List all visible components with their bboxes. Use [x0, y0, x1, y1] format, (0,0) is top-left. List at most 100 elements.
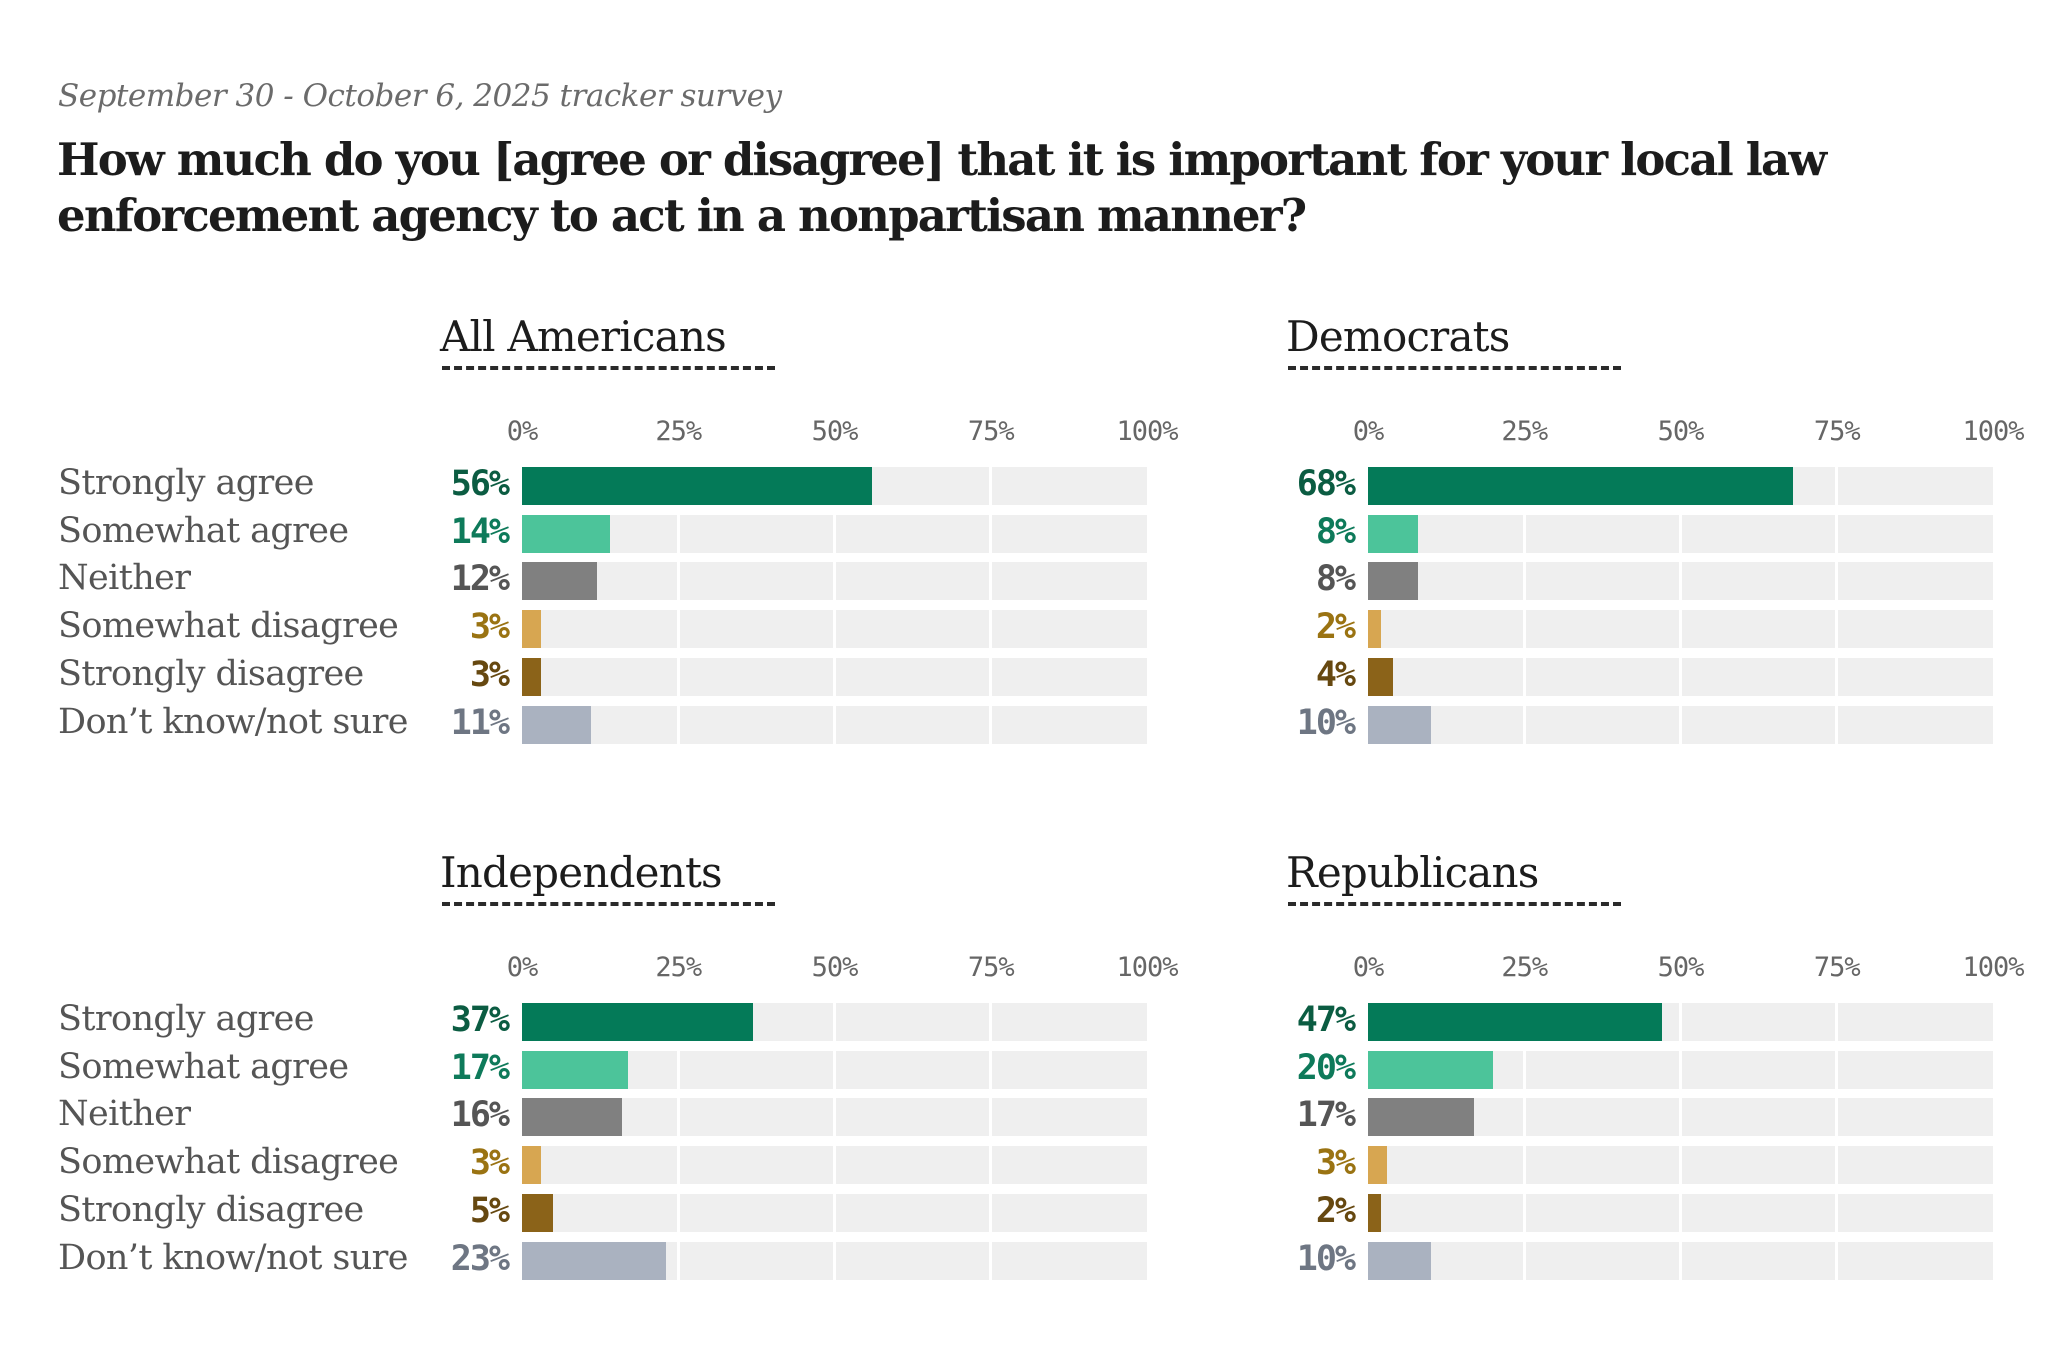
- gridline: [989, 1098, 993, 1137]
- bar: [522, 657, 541, 696]
- data-label: 16%: [450, 1095, 510, 1136]
- gridline: [1522, 610, 1526, 649]
- gridline: [833, 1050, 836, 1089]
- gridline: [1679, 514, 1682, 553]
- bar: [522, 467, 872, 505]
- bar: [522, 1146, 541, 1185]
- panel-democrats: Democrats 0% 25% 50% 75% 100% 68% 8% 8% 2% 4% 10%: [904, 312, 2025, 812]
- gridline: [989, 1050, 993, 1089]
- gridline: [833, 514, 836, 553]
- gridline: [833, 1193, 836, 1232]
- category-label: Somewhat disagree: [58, 606, 399, 647]
- x-tick-label: 0%: [1352, 952, 1385, 983]
- bar: [1368, 1193, 1381, 1232]
- data-label: 3%: [469, 607, 510, 648]
- x-tick-label: 50%: [811, 416, 859, 447]
- x-tick-label: 50%: [1657, 952, 1705, 983]
- gridline: [1522, 1098, 1526, 1137]
- gridline: [1679, 1193, 1682, 1232]
- bar: [1368, 467, 1793, 505]
- gridline: [833, 705, 836, 744]
- data-label: 5%: [469, 1190, 510, 1231]
- bar: [522, 1098, 622, 1137]
- category-label: Don’t know/not sure: [58, 701, 409, 742]
- bar: [1368, 1241, 1431, 1280]
- panel-all-americans: All Americans 0% 25% 50% 75% 100% Strongly agr…: [58, 312, 1179, 812]
- category-label: Strongly disagree: [58, 1189, 364, 1230]
- x-tick-label: 25%: [655, 952, 702, 983]
- gridline: [1835, 467, 1839, 505]
- data-label: 10%: [1296, 702, 1356, 743]
- gridline: [989, 467, 993, 505]
- gridline: [1835, 562, 1839, 601]
- data-label: 37%: [450, 1000, 510, 1040]
- bar: [1368, 514, 1418, 553]
- gridline: [676, 1050, 680, 1089]
- gridline: [1679, 657, 1682, 696]
- data-label: 2%: [1315, 1190, 1356, 1231]
- panel-title-dashed-underline: [1288, 902, 1621, 906]
- gridline: [1679, 562, 1682, 601]
- gridline: [1835, 610, 1839, 649]
- x-tick-label: 75%: [967, 952, 1015, 983]
- gridline: [989, 1003, 993, 1041]
- gridline: [1835, 514, 1839, 553]
- x-tick-label: 25%: [1501, 416, 1548, 447]
- category-label: Strongly agree: [58, 999, 315, 1039]
- gridline: [1679, 1003, 1682, 1041]
- category-label: Strongly agree: [58, 463, 315, 503]
- data-label: 17%: [450, 1047, 510, 1088]
- panel-title-dashed-underline: [442, 902, 775, 906]
- gridline: [1679, 1098, 1682, 1137]
- gridline: [1679, 1241, 1682, 1280]
- gridline: [676, 1241, 680, 1280]
- x-tick-label: 25%: [1501, 952, 1548, 983]
- panel-title: All Americans: [440, 312, 727, 361]
- bar: [522, 1050, 629, 1089]
- gridline: [833, 610, 836, 649]
- data-label: 3%: [1315, 1143, 1356, 1184]
- gridline: [989, 1241, 993, 1280]
- category-label: Neither: [58, 1094, 191, 1135]
- x-tick-label: 100%: [1116, 952, 1178, 983]
- category-label: Strongly disagree: [58, 653, 364, 694]
- gridline: [676, 657, 680, 696]
- gridline: [989, 610, 993, 649]
- gridline: [676, 1146, 680, 1185]
- gridline: [1522, 1050, 1526, 1089]
- gridline: [676, 705, 680, 744]
- gridline: [833, 1098, 836, 1137]
- x-tick-label: 25%: [655, 416, 702, 447]
- bar: [522, 1193, 554, 1232]
- bar: [522, 705, 591, 744]
- data-label: 23%: [450, 1238, 510, 1279]
- gridline: [1835, 1241, 1839, 1280]
- x-tick-label: 100%: [1962, 952, 2024, 983]
- data-label: 8%: [1315, 559, 1356, 600]
- data-label: 20%: [1296, 1047, 1356, 1088]
- gridline: [676, 514, 680, 553]
- gridline: [989, 705, 993, 744]
- gridline: [1835, 1003, 1839, 1041]
- gridline: [989, 1193, 993, 1232]
- gridline: [1522, 562, 1526, 601]
- gridline: [989, 1146, 993, 1185]
- survey-date-subtitle: September 30 - October 6, 2025 tracker s…: [58, 78, 782, 114]
- x-tick-label: 75%: [1813, 952, 1861, 983]
- gridline: [676, 562, 680, 601]
- gridline: [1835, 657, 1839, 696]
- gridline: [833, 1003, 836, 1041]
- panel-title: Democrats: [1286, 312, 1510, 361]
- category-label: Neither: [58, 558, 191, 599]
- data-label: 14%: [450, 511, 510, 552]
- panel-republicans: Republicans 0% 25% 50% 75% 100% 47% 20% 17% 3% 2% 1…: [904, 848, 2025, 1348]
- bar: [1368, 657, 1393, 696]
- gridline: [1679, 610, 1682, 649]
- x-tick-label: 50%: [811, 952, 859, 983]
- category-label: Somewhat agree: [58, 510, 349, 551]
- gridline: [1835, 1146, 1839, 1185]
- bar: [522, 1003, 754, 1041]
- data-label: 3%: [469, 1143, 510, 1184]
- gridline: [1835, 1193, 1839, 1232]
- bar: [522, 610, 541, 649]
